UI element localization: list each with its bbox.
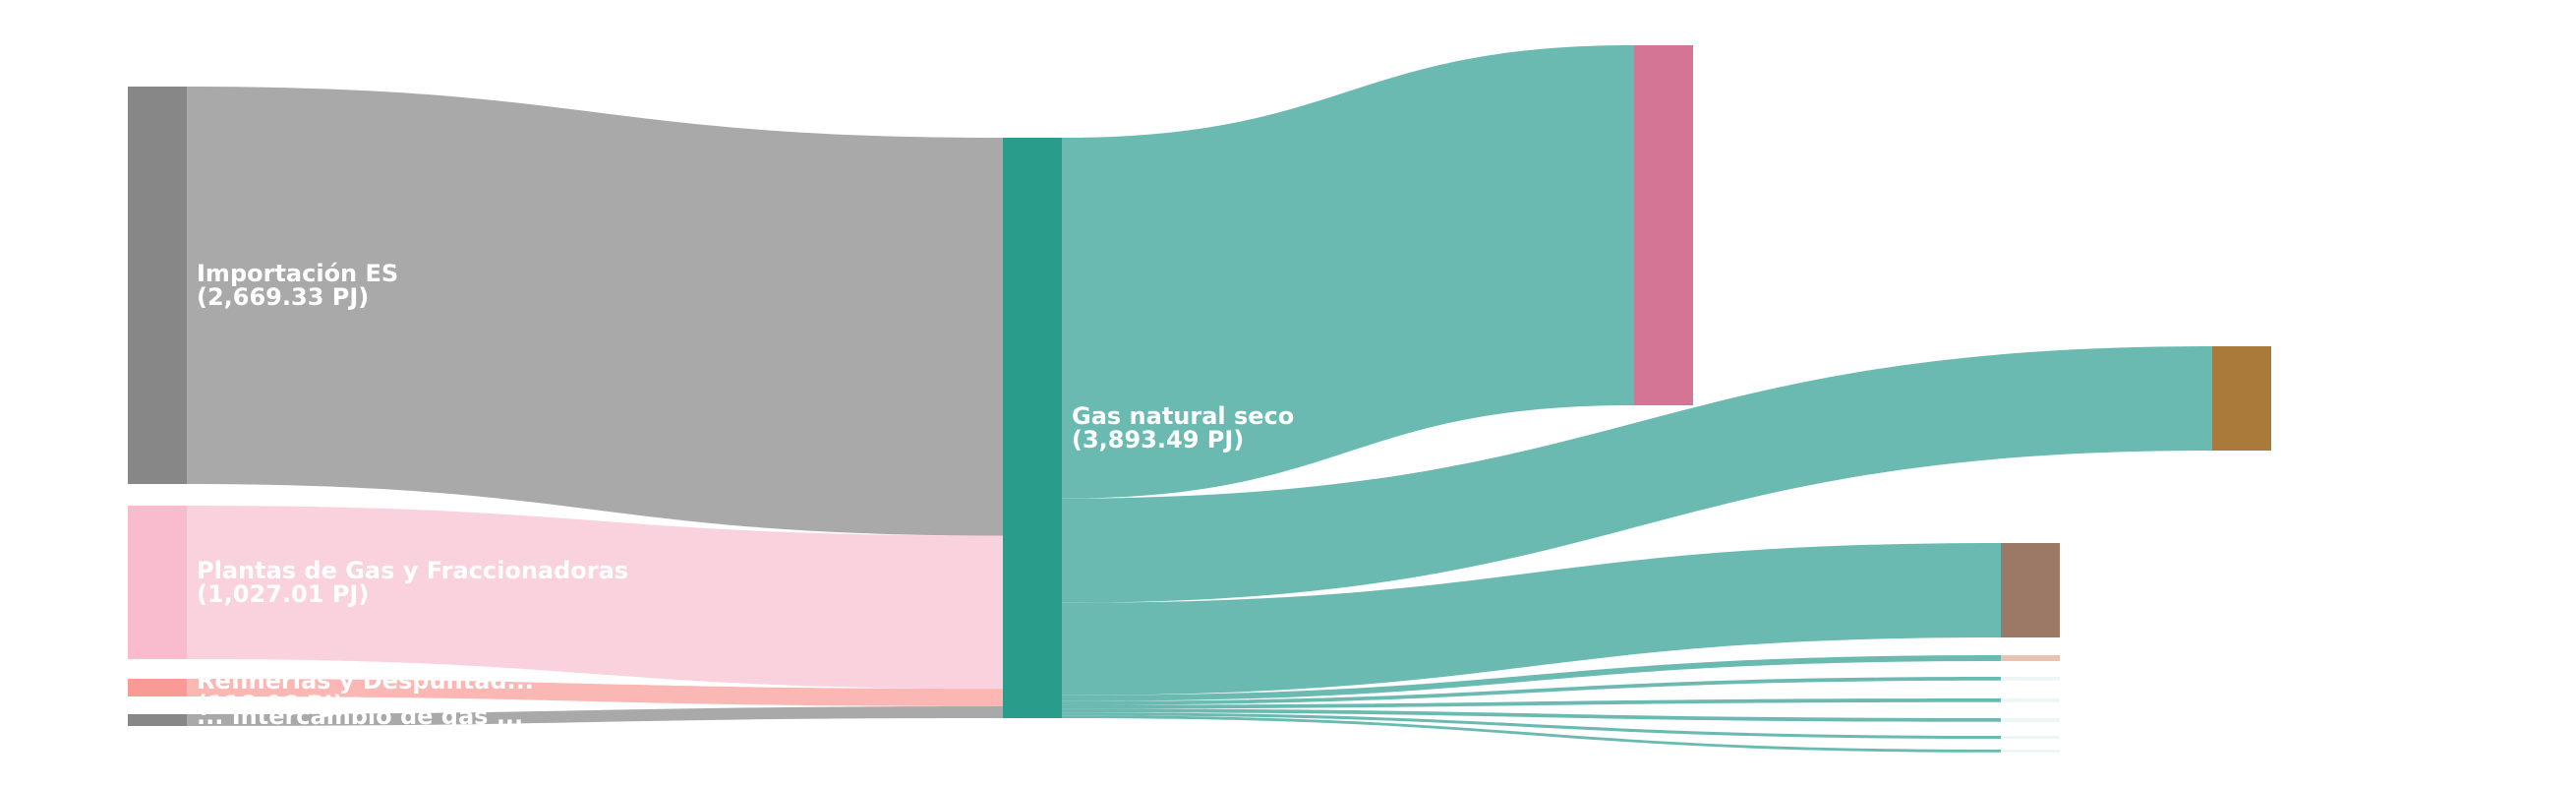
sankey-link-gas_natural_seco-to-dest_4[interactable] [1062, 655, 2001, 701]
sankey-node-dest_8[interactable] [2001, 736, 2060, 740]
sankey-links [187, 45, 2212, 753]
sankey-link-gas_natural_seco-to-dest_8[interactable] [1062, 712, 2001, 740]
sankey-link-gas_natural_seco-to-dest_3[interactable] [1062, 543, 2001, 696]
sankey-node-dest_1[interactable] [1634, 45, 1693, 405]
sankey-value-otros_fuentes: (79.09 PJ) [197, 726, 327, 754]
sankey-value-importacion: (2,669.33 PJ) [197, 283, 369, 311]
sankey-node-dest_7[interactable] [2001, 718, 2060, 722]
sankey-node-dest_6[interactable] [2001, 698, 2060, 702]
sankey-link-gas_natural_seco-to-dest_7[interactable] [1062, 708, 2001, 722]
sankey-label-refinerias: Refinerías y Despuntad... [197, 667, 534, 695]
sankey-node-dest_4[interactable] [2001, 655, 2060, 661]
sankey-link-importacion-to-gas_natural_seco[interactable] [187, 87, 1003, 536]
sankey-link-gas_natural_seco-to-dest_1[interactable] [1062, 45, 1634, 499]
sankey-node-dest_2[interactable] [2212, 346, 2271, 451]
sankey-label-otros_fuentes: ... Intercambio de gas ... [197, 702, 523, 730]
sankey-labels: Importación ES(2,669.33 PJ) Plantas de Ga… [197, 260, 1294, 754]
sankey-nodes [128, 45, 2271, 753]
sankey-link-gas_natural_seco-to-dest_6[interactable] [1062, 698, 2001, 709]
sankey-node-plantas[interactable] [128, 506, 187, 659]
sankey-link-otros_fuentes-to-gas_natural_seco[interactable] [187, 706, 1003, 726]
sankey-value-refinerias: (118.06 PJ) [197, 691, 343, 718]
sankey-link-gas_natural_seco-to-dest_9[interactable] [1062, 715, 2001, 753]
sankey-value-gas_natural_seco: (3,893.49 PJ) [1072, 426, 1244, 454]
sankey-label-gas_natural_seco: Gas natural seco [1072, 402, 1294, 430]
sankey-node-otros_fuentes[interactable] [128, 714, 187, 726]
sankey-link-refinerias-to-gas_natural_seco[interactable] [187, 679, 1003, 707]
sankey-label-importacion: Importación ES [197, 260, 398, 287]
sankey-value-plantas: (1,027.01 PJ) [197, 580, 369, 608]
sankey-link-gas_natural_seco-to-dest_2[interactable] [1062, 346, 2212, 603]
sankey-node-dest_3[interactable] [2001, 543, 2060, 637]
sankey-node-dest_9[interactable] [2001, 750, 2060, 753]
sankey-node-gas_natural_seco[interactable] [1003, 138, 1062, 718]
sankey-node-importacion[interactable] [128, 87, 187, 484]
sankey-node-refinerias[interactable] [128, 679, 187, 696]
sankey-label-plantas: Plantas de Gas y Fraccionadoras [197, 557, 628, 584]
sankey-link-gas_natural_seco-to-dest_5[interactable] [1062, 677, 2001, 705]
sankey-link-plantas-to-gas_natural_seco[interactable] [187, 506, 1003, 690]
sankey-node-dest_5[interactable] [2001, 677, 2060, 681]
